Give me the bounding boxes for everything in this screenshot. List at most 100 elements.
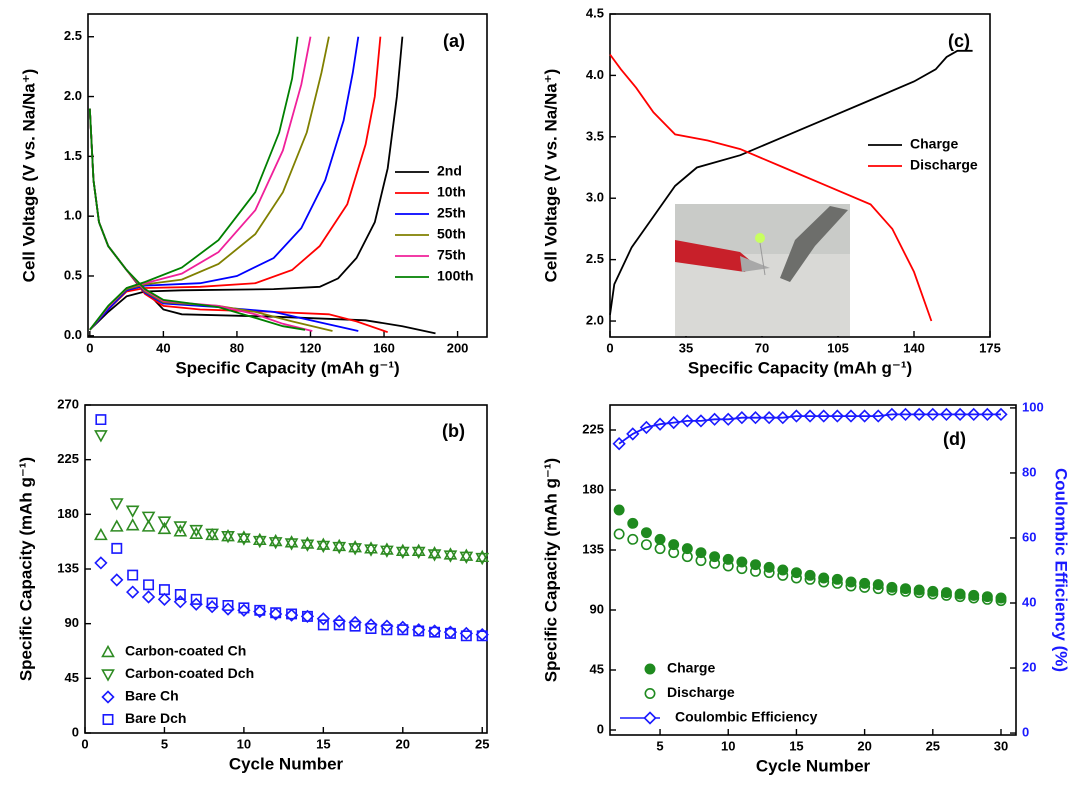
data-point bbox=[736, 563, 748, 575]
data-point bbox=[953, 407, 967, 422]
y-axis-label: Specific Capacity (mAh g⁻¹) bbox=[541, 458, 560, 682]
legend-label: Bare Ch bbox=[125, 688, 179, 704]
data-point bbox=[189, 526, 204, 539]
legend-swatch bbox=[102, 714, 114, 725]
data-point bbox=[459, 551, 474, 564]
data-point bbox=[253, 604, 267, 619]
data-point bbox=[413, 625, 425, 637]
data-point bbox=[205, 600, 219, 614]
data-point bbox=[109, 519, 124, 532]
data-point bbox=[640, 527, 652, 539]
x-tick-label: 15 bbox=[789, 738, 803, 753]
data-point bbox=[189, 524, 204, 538]
data-point bbox=[141, 590, 156, 604]
legend-label: 25th bbox=[437, 205, 466, 221]
data-point bbox=[380, 619, 394, 633]
data-point bbox=[459, 548, 474, 561]
data-point bbox=[381, 624, 393, 636]
series-line bbox=[88, 36, 306, 331]
data-point bbox=[286, 608, 298, 620]
data-point bbox=[857, 409, 872, 423]
legend-label: 10th bbox=[437, 184, 466, 200]
plot-frame bbox=[84, 404, 488, 734]
y-tick-label: 180 bbox=[57, 506, 79, 521]
data-point bbox=[349, 620, 361, 632]
photo-red-clip bbox=[675, 240, 752, 272]
data-point bbox=[237, 533, 251, 546]
legend-label: Coulombic Efficiency bbox=[675, 709, 818, 725]
data-point bbox=[157, 592, 172, 607]
data-point bbox=[109, 498, 124, 511]
legend-label: 50th bbox=[437, 226, 466, 242]
x-tick-label: 5 bbox=[161, 736, 168, 751]
data-point bbox=[803, 409, 817, 423]
data-point bbox=[871, 409, 885, 423]
data-point bbox=[845, 580, 857, 592]
data-point bbox=[994, 407, 1008, 422]
y-tick-label: 225 bbox=[582, 421, 604, 436]
data-point bbox=[612, 437, 626, 451]
data-point bbox=[189, 597, 203, 611]
data-point bbox=[750, 565, 761, 577]
data-point bbox=[157, 516, 172, 529]
data-point bbox=[205, 528, 219, 541]
legend-label: 2nd bbox=[437, 163, 462, 179]
panel-label: (c) bbox=[948, 31, 970, 51]
data-point bbox=[654, 543, 666, 555]
y-tick-label: 1.5 bbox=[64, 148, 82, 163]
x-axis-label: Cycle Number bbox=[229, 754, 344, 773]
data-point bbox=[348, 539, 362, 553]
data-point bbox=[238, 602, 250, 614]
data-point bbox=[252, 535, 267, 549]
data-point bbox=[269, 607, 283, 621]
data-point bbox=[898, 407, 913, 422]
data-point bbox=[912, 407, 926, 422]
data-point bbox=[316, 540, 331, 554]
data-point bbox=[110, 573, 124, 587]
data-point bbox=[777, 569, 789, 581]
x-tick-label: 10 bbox=[237, 736, 251, 751]
data-point bbox=[111, 542, 123, 554]
data-point bbox=[653, 417, 667, 431]
data-point bbox=[316, 612, 330, 626]
x-tick-label: 25 bbox=[926, 738, 940, 753]
data-point bbox=[206, 597, 218, 609]
panel: 0 40 80 120 160 200 0.0 0.5 1.0 1.5 2.0 2.5 Specific… bbox=[19, 13, 488, 377]
data-point bbox=[721, 412, 735, 426]
x-axis-label: Specific Capacity (mAh g⁻¹) bbox=[175, 358, 399, 377]
y2-tick-label: 20 bbox=[1022, 659, 1036, 674]
data-point bbox=[627, 533, 639, 545]
data-point bbox=[364, 544, 378, 557]
data-point bbox=[939, 407, 954, 422]
data-point bbox=[380, 545, 394, 558]
data-point bbox=[317, 619, 329, 631]
plot-frame bbox=[609, 404, 1017, 736]
data-point bbox=[190, 593, 202, 605]
data-point bbox=[395, 543, 410, 556]
data-point bbox=[268, 533, 283, 547]
data-point bbox=[348, 543, 362, 556]
data-point bbox=[94, 430, 108, 443]
data-point bbox=[364, 618, 378, 632]
data-point bbox=[913, 587, 925, 599]
data-point bbox=[995, 595, 1007, 607]
panel: 0 5 10 15 20 25 0 45 90 135 180 225 270 Cycle Number S… bbox=[16, 396, 489, 773]
legend-label: Charge bbox=[667, 660, 715, 676]
y-tick-label: 2.0 bbox=[64, 88, 82, 103]
data-point bbox=[254, 604, 266, 616]
legend-swatch bbox=[644, 688, 656, 699]
data-point bbox=[221, 531, 235, 544]
data-point bbox=[143, 579, 155, 591]
data-point bbox=[127, 569, 139, 581]
data-point bbox=[126, 585, 140, 599]
x-axis-label: Specific Capacity (mAh g⁻¹) bbox=[688, 358, 912, 377]
data-point bbox=[222, 599, 234, 611]
y-tick-label: 225 bbox=[57, 451, 79, 466]
data-point bbox=[626, 427, 640, 441]
x-tick-label: 105 bbox=[827, 340, 849, 355]
data-point bbox=[804, 573, 816, 585]
data-point bbox=[332, 538, 347, 552]
y-tick-label: 2.0 bbox=[586, 312, 604, 327]
legend-label: Discharge bbox=[667, 684, 735, 700]
